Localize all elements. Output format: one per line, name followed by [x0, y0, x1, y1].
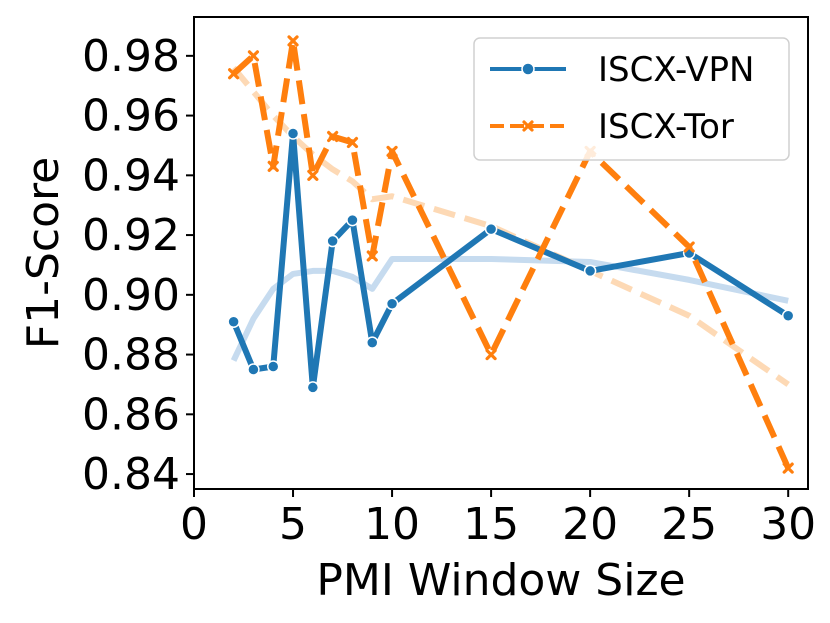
point-iscx-tor [386, 145, 398, 158]
x-axis-label: PMI Window Size [316, 555, 685, 606]
point-iscx-tor [287, 35, 299, 47]
x-tick-label: 25 [661, 499, 717, 550]
point-iscx-vpn [583, 264, 597, 278]
y-tick-label: 0.90 [82, 270, 180, 321]
legend-x-icon [522, 120, 534, 132]
point-iscx-vpn [306, 381, 320, 394]
series-markers [227, 35, 795, 474]
x-tick-label: 0 [180, 499, 208, 550]
y-tick-label: 0.98 [82, 31, 180, 82]
point-iscx-vpn [781, 309, 795, 322]
y-tick-label: 0.84 [82, 449, 180, 500]
x-tick-label: 5 [279, 499, 307, 550]
point-iscx-vpn [346, 213, 359, 227]
point-iscx-tor [782, 462, 794, 474]
point-iscx-tor [683, 241, 695, 253]
point-iscx-tor [307, 169, 319, 181]
x-tick-label: 30 [760, 499, 816, 550]
y-tick-label: 0.96 [82, 91, 180, 142]
point-iscx-tor [485, 348, 497, 361]
point-iscx-vpn [266, 360, 280, 373]
legend-label-iscx-tor: ISCX-Tor [598, 107, 734, 147]
point-iscx-vpn [286, 127, 300, 140]
point-iscx-tor [267, 160, 279, 172]
point-iscx-vpn [366, 336, 379, 349]
point-iscx-tor [327, 130, 339, 143]
y-tick-label: 0.86 [82, 389, 180, 440]
legend: ISCX-VPN ISCX-Tor [473, 37, 790, 161]
axis-ticks: 0 5 10 15 20 25 30 0.84 0.86 0.88 0.90 0.92 0.94 0.96… [82, 31, 816, 550]
legend-marker-iscx-tor [522, 120, 534, 132]
legend-label-iscx-vpn: ISCX-VPN [598, 50, 754, 90]
y-tick-label: 0.88 [82, 330, 180, 381]
y-axis-label: F1-Score [18, 157, 69, 349]
x-tick-label: 10 [364, 499, 420, 550]
x-tick-label: 15 [463, 499, 519, 550]
point-iscx-vpn [326, 234, 339, 248]
point-iscx-vpn [385, 297, 399, 311]
y-tick-label: 0.94 [82, 150, 180, 201]
point-iscx-tor [346, 136, 359, 149]
point-iscx-tor [366, 250, 378, 262]
plot-frame [193, 16, 809, 490]
legend-marker-iscx-vpn [521, 62, 535, 76]
x-tick-label: 20 [562, 499, 618, 550]
trend-line-iscx-vpn [230, 255, 789, 362]
point-iscx-vpn [227, 315, 240, 328]
point-iscx-vpn [484, 222, 498, 236]
point-iscx-tor [228, 68, 240, 80]
point-iscx-tor [247, 50, 260, 62]
point-iscx-vpn [247, 363, 260, 376]
y-tick-label: 0.92 [82, 210, 180, 261]
